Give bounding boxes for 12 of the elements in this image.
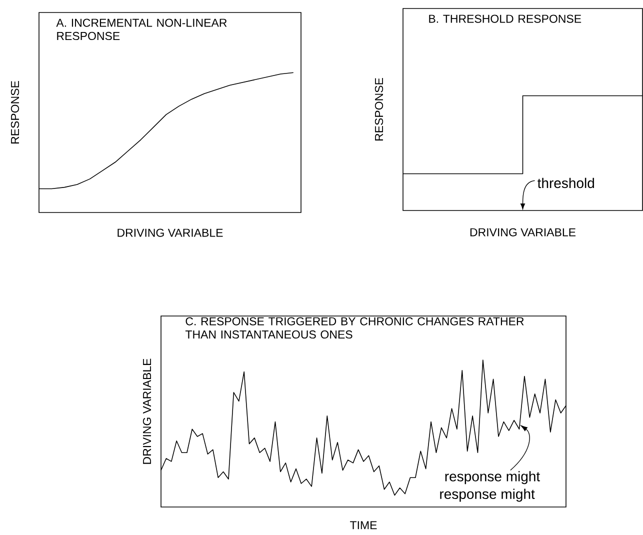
y-axis-title: DRIVING VARIABLE — [142, 358, 152, 464]
y-axis-title: RESPONSE — [374, 78, 384, 141]
chart-title: C. RESPONSE TRIGGERED BY CHRONIC CHANGES RATHER THAN INSTANTANEOUS ONES — [185, 317, 524, 339]
annotation: response might — [445, 471, 540, 484]
chart-title: B. THRESHOLD RESPONSE — [429, 14, 582, 23]
x-axis-title: DRIVING VARIABLE — [118, 228, 223, 237]
annotation: response might — [440, 488, 535, 502]
x-axis-title: DRIVING VARIABLE — [470, 228, 576, 236]
chart-title: A. INCREMENTAL NON-LINEAR RESPONSE — [56, 18, 227, 40]
x-axis-title: TIME — [350, 521, 377, 530]
annotation: threshold — [538, 178, 594, 188]
y-axis-title: RESPONSE — [10, 81, 20, 144]
